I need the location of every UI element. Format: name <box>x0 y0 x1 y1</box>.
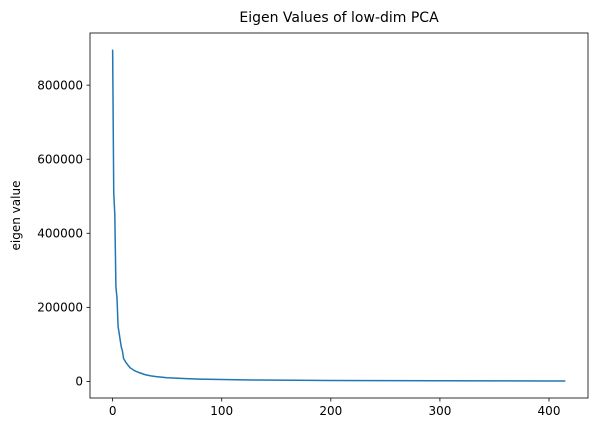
y-axis-ticks: 0 200000 400000 600000 800000 <box>37 78 90 389</box>
series-line-0 <box>111 49 566 382</box>
axes-frame <box>89 32 589 399</box>
y-axis-label: eigen value <box>9 181 23 251</box>
x-tick-label: 0 <box>109 404 117 418</box>
y-tick-label: 600000 <box>37 152 83 166</box>
x-tick-label: 100 <box>210 404 233 418</box>
x-axis-ticks: 0 100 200 300 400 <box>109 398 561 418</box>
plot-area <box>111 49 566 382</box>
y-tick-label: 200000 <box>37 301 83 315</box>
x-tick-label: 400 <box>538 404 561 418</box>
y-tick-label: 800000 <box>37 78 83 92</box>
x-tick-label: 300 <box>428 404 451 418</box>
x-tick-label: 200 <box>319 404 342 418</box>
y-tick-label: 0 <box>75 375 83 389</box>
y-tick-label: 400000 <box>37 226 83 240</box>
chart-title: Eigen Values of low-dim PCA <box>239 10 439 26</box>
